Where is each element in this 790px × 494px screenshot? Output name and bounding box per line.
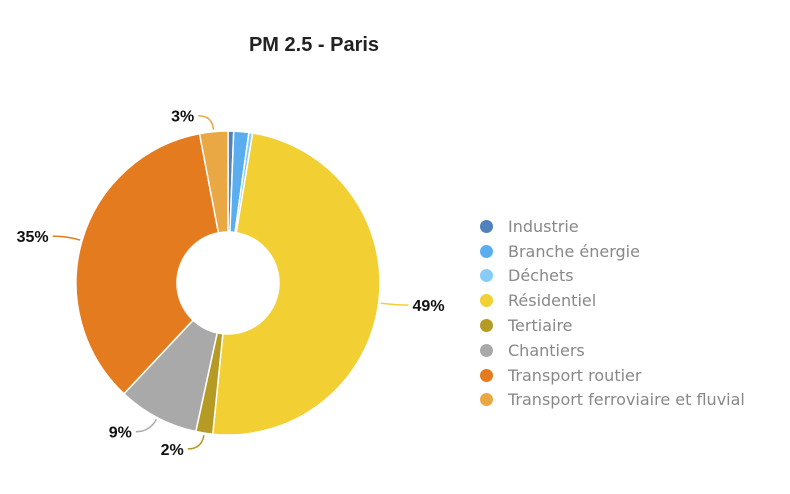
slice-label-tertiaire: 2% xyxy=(161,442,184,459)
legend-item-industrie[interactable]: Industrie xyxy=(480,214,745,239)
legend-swatch xyxy=(480,219,493,233)
legend-label: Résidentiel xyxy=(508,291,597,311)
legend-swatch xyxy=(480,368,493,382)
slice-residentiel xyxy=(211,132,381,436)
legend-label: Chantiers xyxy=(508,340,585,360)
slice-label-transport-ferroviaire-et-fluvial: 3% xyxy=(171,109,194,126)
slice-label-residentiel: 49% xyxy=(413,298,445,315)
leader-line-transport-ferroviaire-et-fluvial xyxy=(198,114,215,130)
legend-swatch xyxy=(480,393,493,407)
leader-line-transport-routier xyxy=(52,235,81,241)
leader-line-tertiaire xyxy=(187,434,205,450)
slice-transport-routier xyxy=(75,132,220,395)
leader-line-residentiel xyxy=(380,302,409,306)
legend-item-tertiaire[interactable]: Tertiaire xyxy=(480,313,745,338)
legend-label: Tertiaire xyxy=(508,316,573,336)
legend-item-dechets[interactable]: Déchets xyxy=(480,264,745,289)
legend-swatch xyxy=(480,343,493,357)
legend-label: Branche énergie xyxy=(508,241,640,261)
legend-swatch xyxy=(480,319,493,333)
chart-title: PM 2.5 - Paris xyxy=(248,34,380,56)
chart-legend: Industrie Branche énergie Déchets Résidenti… xyxy=(480,214,745,412)
legend-swatch xyxy=(480,294,493,308)
legend-swatch xyxy=(480,269,493,283)
leader-lines xyxy=(52,114,409,450)
slice-labels: 49% 2% 9% 35% 3% xyxy=(17,109,445,459)
legend-label: Industrie xyxy=(508,216,579,236)
legend-swatch xyxy=(480,244,493,258)
donut-slices xyxy=(75,130,381,436)
legend-label: Déchets xyxy=(508,266,574,286)
legend-label: Transport routier xyxy=(508,365,642,385)
legend-item-branche-energie[interactable]: Branche énergie xyxy=(480,239,745,264)
slice-transport-ferroviaire-et-fluvial xyxy=(198,130,229,234)
legend-item-transport-routier[interactable]: Transport routier xyxy=(480,363,745,388)
slice-label-chantiers: 9% xyxy=(109,425,132,442)
legend-item-chantiers[interactable]: Chantiers xyxy=(480,338,745,363)
legend-label: Transport ferroviaire et fluvial xyxy=(508,390,745,410)
legend-item-transport-ferroviaire-et-fluvial[interactable]: Transport ferroviaire et fluvial xyxy=(480,388,745,413)
legend-item-residentiel[interactable]: Résidentiel xyxy=(480,288,745,313)
slice-label-transport-routier: 35% xyxy=(17,229,49,246)
leader-line-chantiers xyxy=(135,418,158,433)
